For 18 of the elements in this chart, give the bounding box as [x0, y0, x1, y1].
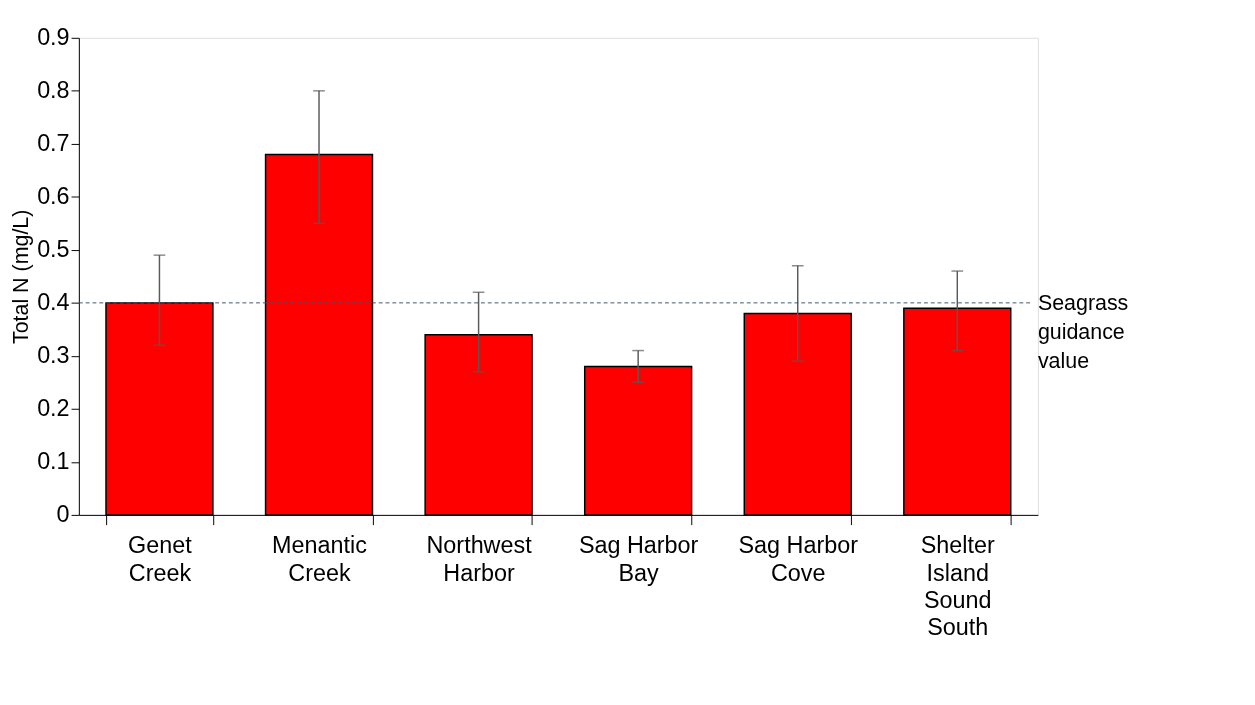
- x-tick-label: Sag Harbor Cove: [738, 532, 859, 586]
- y-tick-label: 0.1: [37, 448, 70, 475]
- y-tick-label: 0: [56, 501, 70, 528]
- x-tick-label: Northwest Harbor: [426, 532, 533, 586]
- x-tick-label: Shelter Island Sound South: [920, 532, 996, 641]
- y-tick-label: 0.7: [37, 130, 70, 157]
- y-tick-label: 0.3: [37, 342, 70, 369]
- x-tick-label: Sag Harbor Bay: [578, 532, 699, 586]
- y-tick-label: 0.6: [37, 183, 70, 210]
- y-tick-label: 0.9: [37, 24, 70, 51]
- y-tick-label: 0.2: [37, 395, 70, 422]
- x-tick-label: Genet Creek: [128, 532, 193, 586]
- ref-line-label: Seagrass guidance value: [1037, 290, 1129, 374]
- y-tick-label: 0.4: [37, 289, 70, 316]
- y-axis-title: Total N (mg/L): [9, 209, 34, 345]
- y-tick-label: 0.5: [37, 236, 70, 263]
- y-tick-label: 0.8: [37, 77, 70, 104]
- x-tick-label: Menantic Creek: [272, 532, 368, 586]
